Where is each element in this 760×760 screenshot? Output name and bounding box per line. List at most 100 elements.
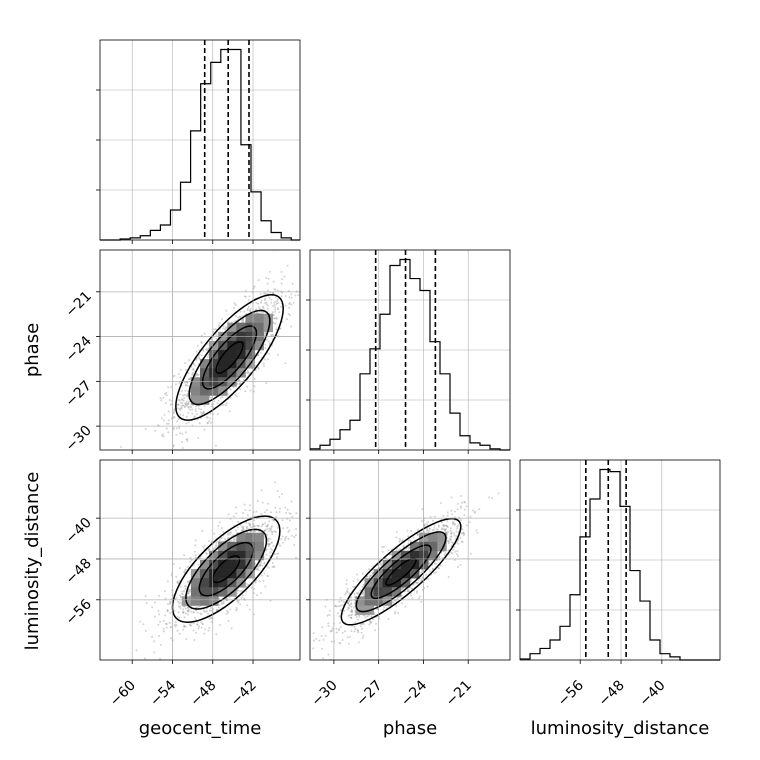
sample-point	[167, 410, 170, 413]
sample-point	[450, 532, 453, 535]
sample-point	[271, 562, 274, 564]
sample-point	[269, 599, 272, 602]
sample-point	[439, 564, 442, 567]
density-cell	[190, 377, 201, 387]
density-cell	[263, 313, 274, 324]
sample-point	[286, 526, 289, 529]
sample-point	[189, 408, 192, 411]
sample-point	[179, 401, 182, 404]
sample-point	[267, 277, 270, 280]
sample-point	[164, 402, 167, 405]
sample-point	[202, 411, 205, 414]
sample-point	[181, 447, 184, 449]
sample-point	[167, 422, 170, 425]
sample-point	[237, 520, 239, 523]
sample-point	[200, 408, 203, 411]
sample-point	[162, 435, 165, 438]
sample-point	[440, 502, 443, 504]
sample-point	[449, 538, 452, 541]
sample-point	[195, 609, 198, 612]
sample-point	[258, 564, 261, 567]
sample-point	[342, 600, 345, 603]
sample-point	[394, 610, 397, 613]
density-cell	[254, 313, 264, 324]
sample-point	[184, 389, 187, 392]
sample-point	[253, 525, 256, 528]
sample-point	[347, 602, 350, 605]
sample-point	[394, 612, 396, 615]
sample-point	[222, 327, 225, 330]
sample-point	[188, 590, 191, 593]
sample-point	[422, 577, 425, 579]
sample-point	[460, 540, 463, 543]
sample-point	[254, 352, 257, 355]
sample-point	[184, 402, 187, 405]
sample-point	[284, 537, 287, 540]
sample-point	[192, 611, 195, 614]
sample-point	[264, 522, 266, 525]
sample-point	[264, 528, 267, 531]
sample-point	[446, 514, 449, 517]
sample-point	[188, 623, 191, 626]
sample-point	[273, 301, 276, 304]
sample-point	[280, 493, 283, 495]
density-cell	[227, 359, 237, 369]
sample-point	[350, 614, 353, 617]
sample-point	[446, 511, 449, 514]
sample-point	[424, 523, 427, 526]
sample-point	[246, 385, 249, 388]
sample-point	[276, 299, 279, 302]
sample-point	[241, 526, 244, 528]
sample-point	[454, 510, 456, 513]
sample-point	[227, 619, 230, 622]
sample-point	[267, 340, 270, 343]
sample-point	[247, 514, 249, 517]
sample-point	[176, 580, 179, 583]
sample-point	[175, 427, 178, 430]
density-cell	[209, 386, 219, 396]
sample-point	[179, 601, 182, 604]
density-cell	[209, 377, 219, 387]
sample-point	[435, 528, 438, 531]
sample-point	[443, 528, 446, 531]
sample-point	[203, 405, 206, 408]
sample-point	[203, 428, 206, 431]
sample-point	[151, 635, 153, 638]
sample-point	[185, 638, 188, 640]
sample-point	[277, 297, 280, 300]
sample-point	[274, 308, 277, 311]
sample-point	[387, 549, 390, 552]
density-cell	[245, 560, 255, 570]
hist-panel-luminosity-distance	[516, 460, 720, 664]
sample-point	[258, 580, 261, 583]
sample-point	[187, 566, 189, 568]
sample-point	[346, 602, 349, 604]
sample-point	[179, 393, 182, 396]
sample-point	[277, 302, 280, 305]
sample-point	[182, 611, 185, 614]
sample-point	[157, 609, 160, 612]
sample-point	[397, 612, 400, 614]
sample-point	[428, 527, 431, 530]
sample-point	[166, 422, 168, 425]
sample-point	[170, 625, 173, 628]
sample-point	[255, 510, 258, 513]
sample-point	[185, 585, 188, 588]
sample-point	[187, 610, 189, 613]
sample-point	[205, 552, 208, 555]
sample-point	[262, 523, 264, 526]
sample-point	[188, 378, 191, 381]
sample-point	[370, 615, 373, 618]
sample-point	[269, 527, 272, 530]
sample-point	[423, 525, 426, 528]
density-cell	[218, 587, 228, 597]
sample-point	[362, 583, 365, 586]
sample-point	[217, 324, 220, 327]
sample-point	[187, 402, 190, 405]
sample-point	[451, 513, 454, 516]
density-cell	[218, 359, 228, 369]
sample-point	[351, 613, 354, 616]
sample-point	[186, 384, 189, 387]
sample-point	[179, 376, 182, 379]
sample-point	[256, 524, 259, 527]
